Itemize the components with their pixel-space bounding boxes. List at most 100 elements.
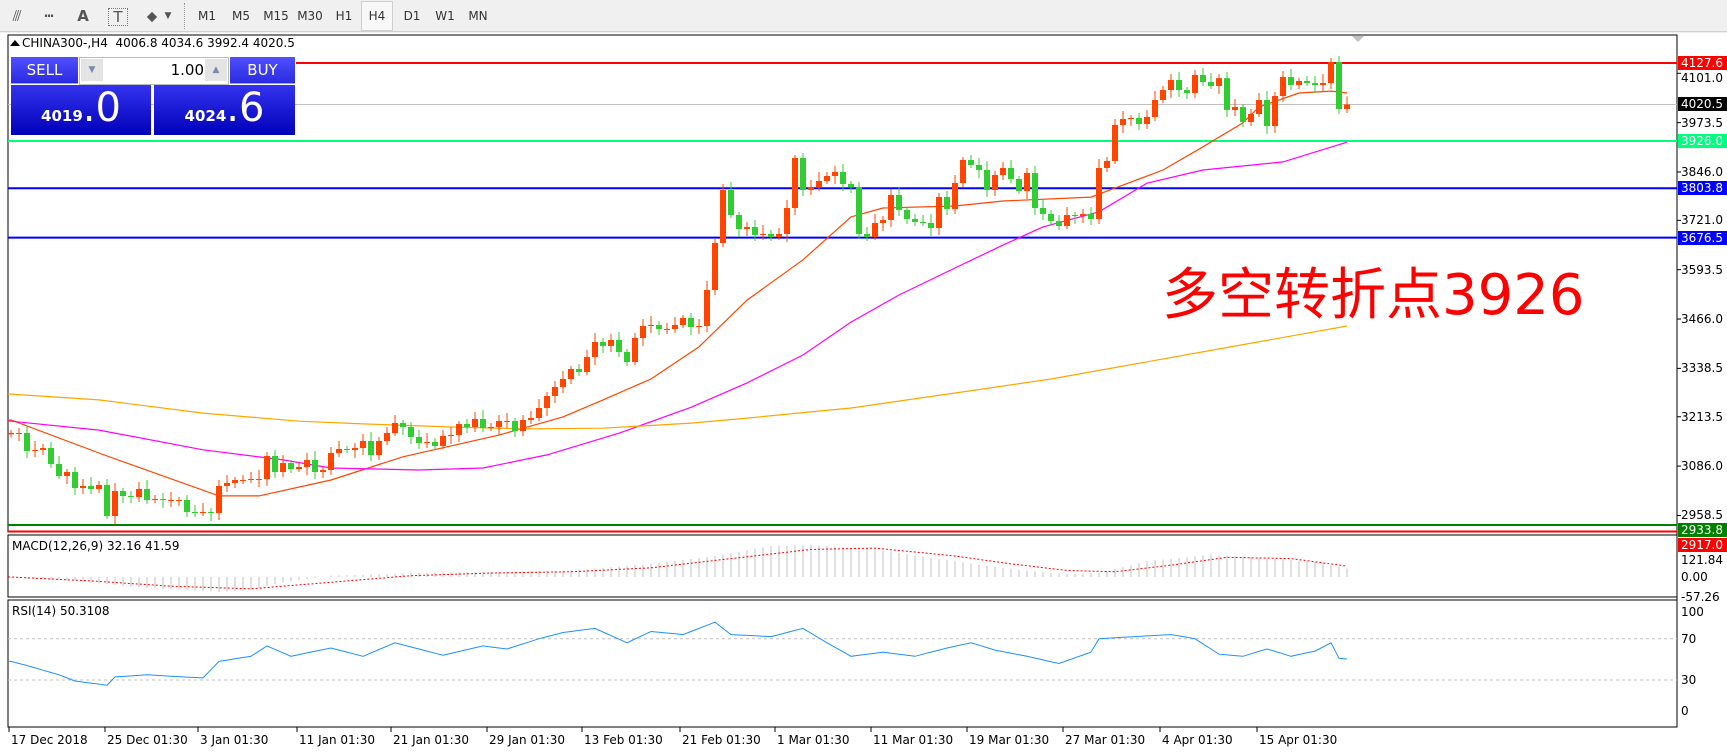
candle-body [272,455,278,473]
candle-body [632,338,638,362]
candle-body [720,190,726,243]
candle-body [192,511,198,513]
sell-price-fraction: .0 [82,85,121,131]
candle-body [288,463,294,469]
candle-body [160,498,166,500]
moving-average-line-1 [8,141,1348,471]
moving-average-line-2 [8,325,1348,430]
candle-body [576,368,582,373]
candle-body [224,482,230,486]
time-axis-label: 21 Jan 01:30 [393,733,469,747]
candle-body [176,499,182,501]
level-label-3803.8: 3803.8 [1678,181,1727,196]
timeframe-m1[interactable]: M1 [198,9,216,23]
timeframe-d1[interactable]: D1 [403,9,421,23]
candle-body [1128,117,1134,119]
candle-body [72,472,78,488]
candle-body [1320,83,1326,85]
candle-body [784,208,790,234]
candle-body [232,479,238,483]
candle-body [896,195,902,210]
timeframe-m5[interactable]: M5 [232,9,250,23]
collapse-triangle-icon[interactable] [10,40,20,46]
candle-body [1024,172,1030,192]
candle-body [1296,80,1302,85]
candle-body [536,408,542,418]
candle-body [592,341,598,358]
candle-body [656,324,662,329]
candle-body [1184,90,1190,93]
buy-button[interactable]: BUY [230,57,295,84]
candle-body [88,485,94,490]
candle-body [688,317,694,328]
candle-body [1168,79,1174,91]
price-axis-label: 3593.5 [1681,262,1723,277]
chart-window[interactable] [0,33,1727,754]
arrows-icon[interactable]: ⬥ [146,7,158,25]
candle-body [888,195,894,221]
expert-icon[interactable]: ┅ [44,7,54,25]
level-label-4020.5: 4020.5 [1678,97,1727,112]
text-icon[interactable]: A [77,7,89,25]
candle-body [1232,107,1238,110]
candle-body [56,464,62,477]
timeframe-m15[interactable]: M15 [263,9,289,23]
candle-body [320,470,326,473]
candle-body [624,351,630,362]
macd-axis-label: 0.00 [1681,570,1708,584]
text-label-icon[interactable]: T [108,8,128,26]
candle-body [248,478,254,480]
time-axis-label: 19 Mar 01:30 [969,733,1050,747]
candle-body [1176,79,1182,91]
chart-annotation-text[interactable]: 多空转折点3926 [1162,263,1585,328]
sell-price-button[interactable]: 4019.0 [11,85,151,135]
chevron-down-icon[interactable]: ▼ [164,11,172,21]
candle-body [24,433,30,452]
indicators-icon[interactable]: ⫻ [12,7,22,25]
buy-price-fraction: .6 [226,85,265,131]
one-click-trading-panel: SELL ▼ 1.00 ▲ BUY 4019.0 4024.6 [11,57,295,135]
candle-body [544,396,550,409]
candle-body [168,499,174,501]
candle-body [712,242,718,291]
candle-body [1032,172,1038,209]
rsi-axis-label: 70 [1681,631,1697,646]
candle-body [64,472,70,477]
lot-size-value[interactable]: 1.00 [170,61,204,79]
timeframe-h1[interactable]: H1 [335,9,353,23]
candle-body [1136,117,1142,124]
rsi-axis-label: 0 [1681,704,1689,718]
timeframe-h4[interactable]: H4 [361,1,393,31]
candle-body [1080,214,1086,217]
sell-button[interactable]: SELL [11,57,78,84]
moving-average-line-0 [8,90,1348,497]
candle-body [496,421,502,428]
candle-body [416,436,422,443]
timeframe-w1[interactable]: W1 [435,9,455,23]
price-axis-label: 3086.0 [1681,459,1723,474]
timeframe-m30[interactable]: M30 [297,9,323,23]
level-label-3676.5: 3676.5 [1678,230,1727,245]
toolbar: ⫻ ┅ A T ⬥ ▼ M1 M5 M15 M30 H1 H4 D1 W1 MN [0,0,1727,32]
time-axis-label: 25 Dec 01:30 [107,733,188,747]
candle-body [1088,214,1094,219]
candle-body [704,290,710,327]
candle-body [136,489,142,498]
lot-size-field[interactable]: ▼ 1.00 ▲ [79,57,229,85]
candle-body [560,378,566,387]
candle-body [1200,74,1206,83]
timeframe-mn[interactable]: MN [468,9,488,23]
candle-body [728,190,734,216]
time-axis-label: 4 Apr 01:30 [1162,733,1233,747]
candle-body [1112,124,1118,161]
candle-body [872,222,878,237]
lot-decrease-icon[interactable]: ▼ [81,59,103,81]
candle-body [216,485,222,513]
candle-body [352,447,358,450]
candle-body [1096,167,1102,219]
candle-body [800,158,806,191]
candle-body [440,435,446,447]
lot-increase-icon[interactable]: ▲ [205,59,227,81]
buy-price-button[interactable]: 4024.6 [154,85,295,135]
